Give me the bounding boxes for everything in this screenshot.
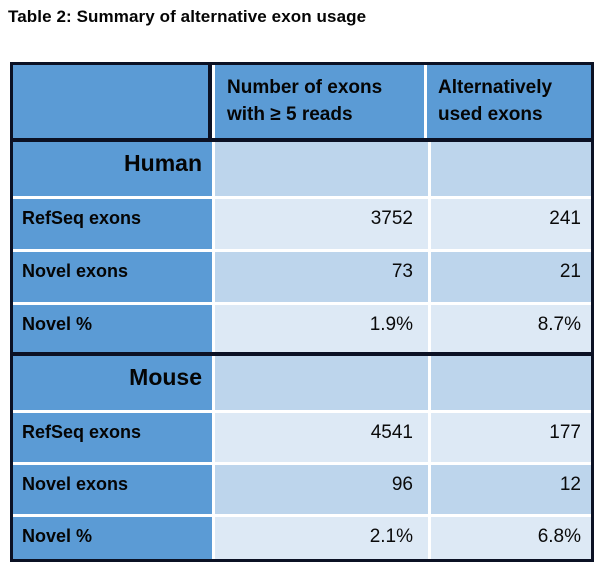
cell-mouse-novel-count: 96 xyxy=(212,465,428,514)
table-row-human-novel: Novel exons 73 21 xyxy=(13,249,591,302)
cell-mouse-refseq-alt: 177 xyxy=(428,413,591,462)
table-row-human-refseq: RefSeq exons 3752 241 xyxy=(13,196,591,249)
table-header-row: Number of exons with ≥ 5 reads Alternati… xyxy=(13,65,591,142)
table-row-mouse-refseq: RefSeq exons 4541 177 xyxy=(13,410,591,462)
cell-mouse-novel-alt: 12 xyxy=(428,465,591,514)
section-human-spacer-col3 xyxy=(428,142,591,196)
table-row-human-novel-pct: Novel % 1.9% 8.7% xyxy=(13,302,591,352)
header-exons-5reads-label: Number of exons with ≥ 5 reads xyxy=(227,77,383,125)
cell-mouse-refseq-count: 4541 xyxy=(212,413,428,462)
row-label-novel-exons: Novel exons xyxy=(13,252,212,302)
cell-human-novel-pct-count: 1.9% xyxy=(212,305,428,352)
row-label-novel-pct: Novel % xyxy=(13,517,212,559)
row-label-novel-exons: Novel exons xyxy=(13,465,212,514)
table-row-mouse-novel-pct: Novel % 2.1% 6.8% xyxy=(13,514,591,559)
table-row-mouse-novel: Novel exons 96 12 xyxy=(13,462,591,514)
exon-usage-table: Number of exons with ≥ 5 reads Alternati… xyxy=(10,62,594,562)
row-label-refseq-exons: RefSeq exons xyxy=(13,199,212,249)
section-human-label: Human xyxy=(13,142,212,196)
section-header-human: Human xyxy=(13,142,591,196)
cell-human-novel-count: 73 xyxy=(212,252,428,302)
row-label-novel-pct: Novel % xyxy=(13,305,212,352)
row-label-refseq-exons: RefSeq exons xyxy=(13,413,212,462)
header-alternatively-used: Alternatively used exons xyxy=(424,65,591,138)
section-mouse-label: Mouse xyxy=(13,356,212,410)
header-empty-cell xyxy=(13,65,212,138)
table-title: Table 2: Summary of alternative exon usa… xyxy=(8,7,367,26)
section-header-mouse: Mouse xyxy=(13,356,591,410)
cell-human-refseq-alt: 241 xyxy=(428,199,591,249)
cell-mouse-novel-pct-alt: 6.8% xyxy=(428,517,591,559)
cell-mouse-novel-pct-count: 2.1% xyxy=(212,517,428,559)
header-exons-5reads: Number of exons with ≥ 5 reads xyxy=(212,65,424,138)
section-mouse-spacer-col2 xyxy=(212,356,428,410)
cell-human-novel-pct-alt: 8.7% xyxy=(428,305,591,352)
section-mouse-spacer-col3 xyxy=(428,356,591,410)
section-mouse: Mouse RefSeq exons 4541 177 Novel exons … xyxy=(13,352,591,559)
section-human: Human RefSeq exons 3752 241 Novel exons … xyxy=(13,142,591,352)
cell-human-novel-alt: 21 xyxy=(428,252,591,302)
cell-human-refseq-count: 3752 xyxy=(212,199,428,249)
section-human-spacer-col2 xyxy=(212,142,428,196)
header-alternatively-used-label: Alternatively used exons xyxy=(438,77,553,125)
